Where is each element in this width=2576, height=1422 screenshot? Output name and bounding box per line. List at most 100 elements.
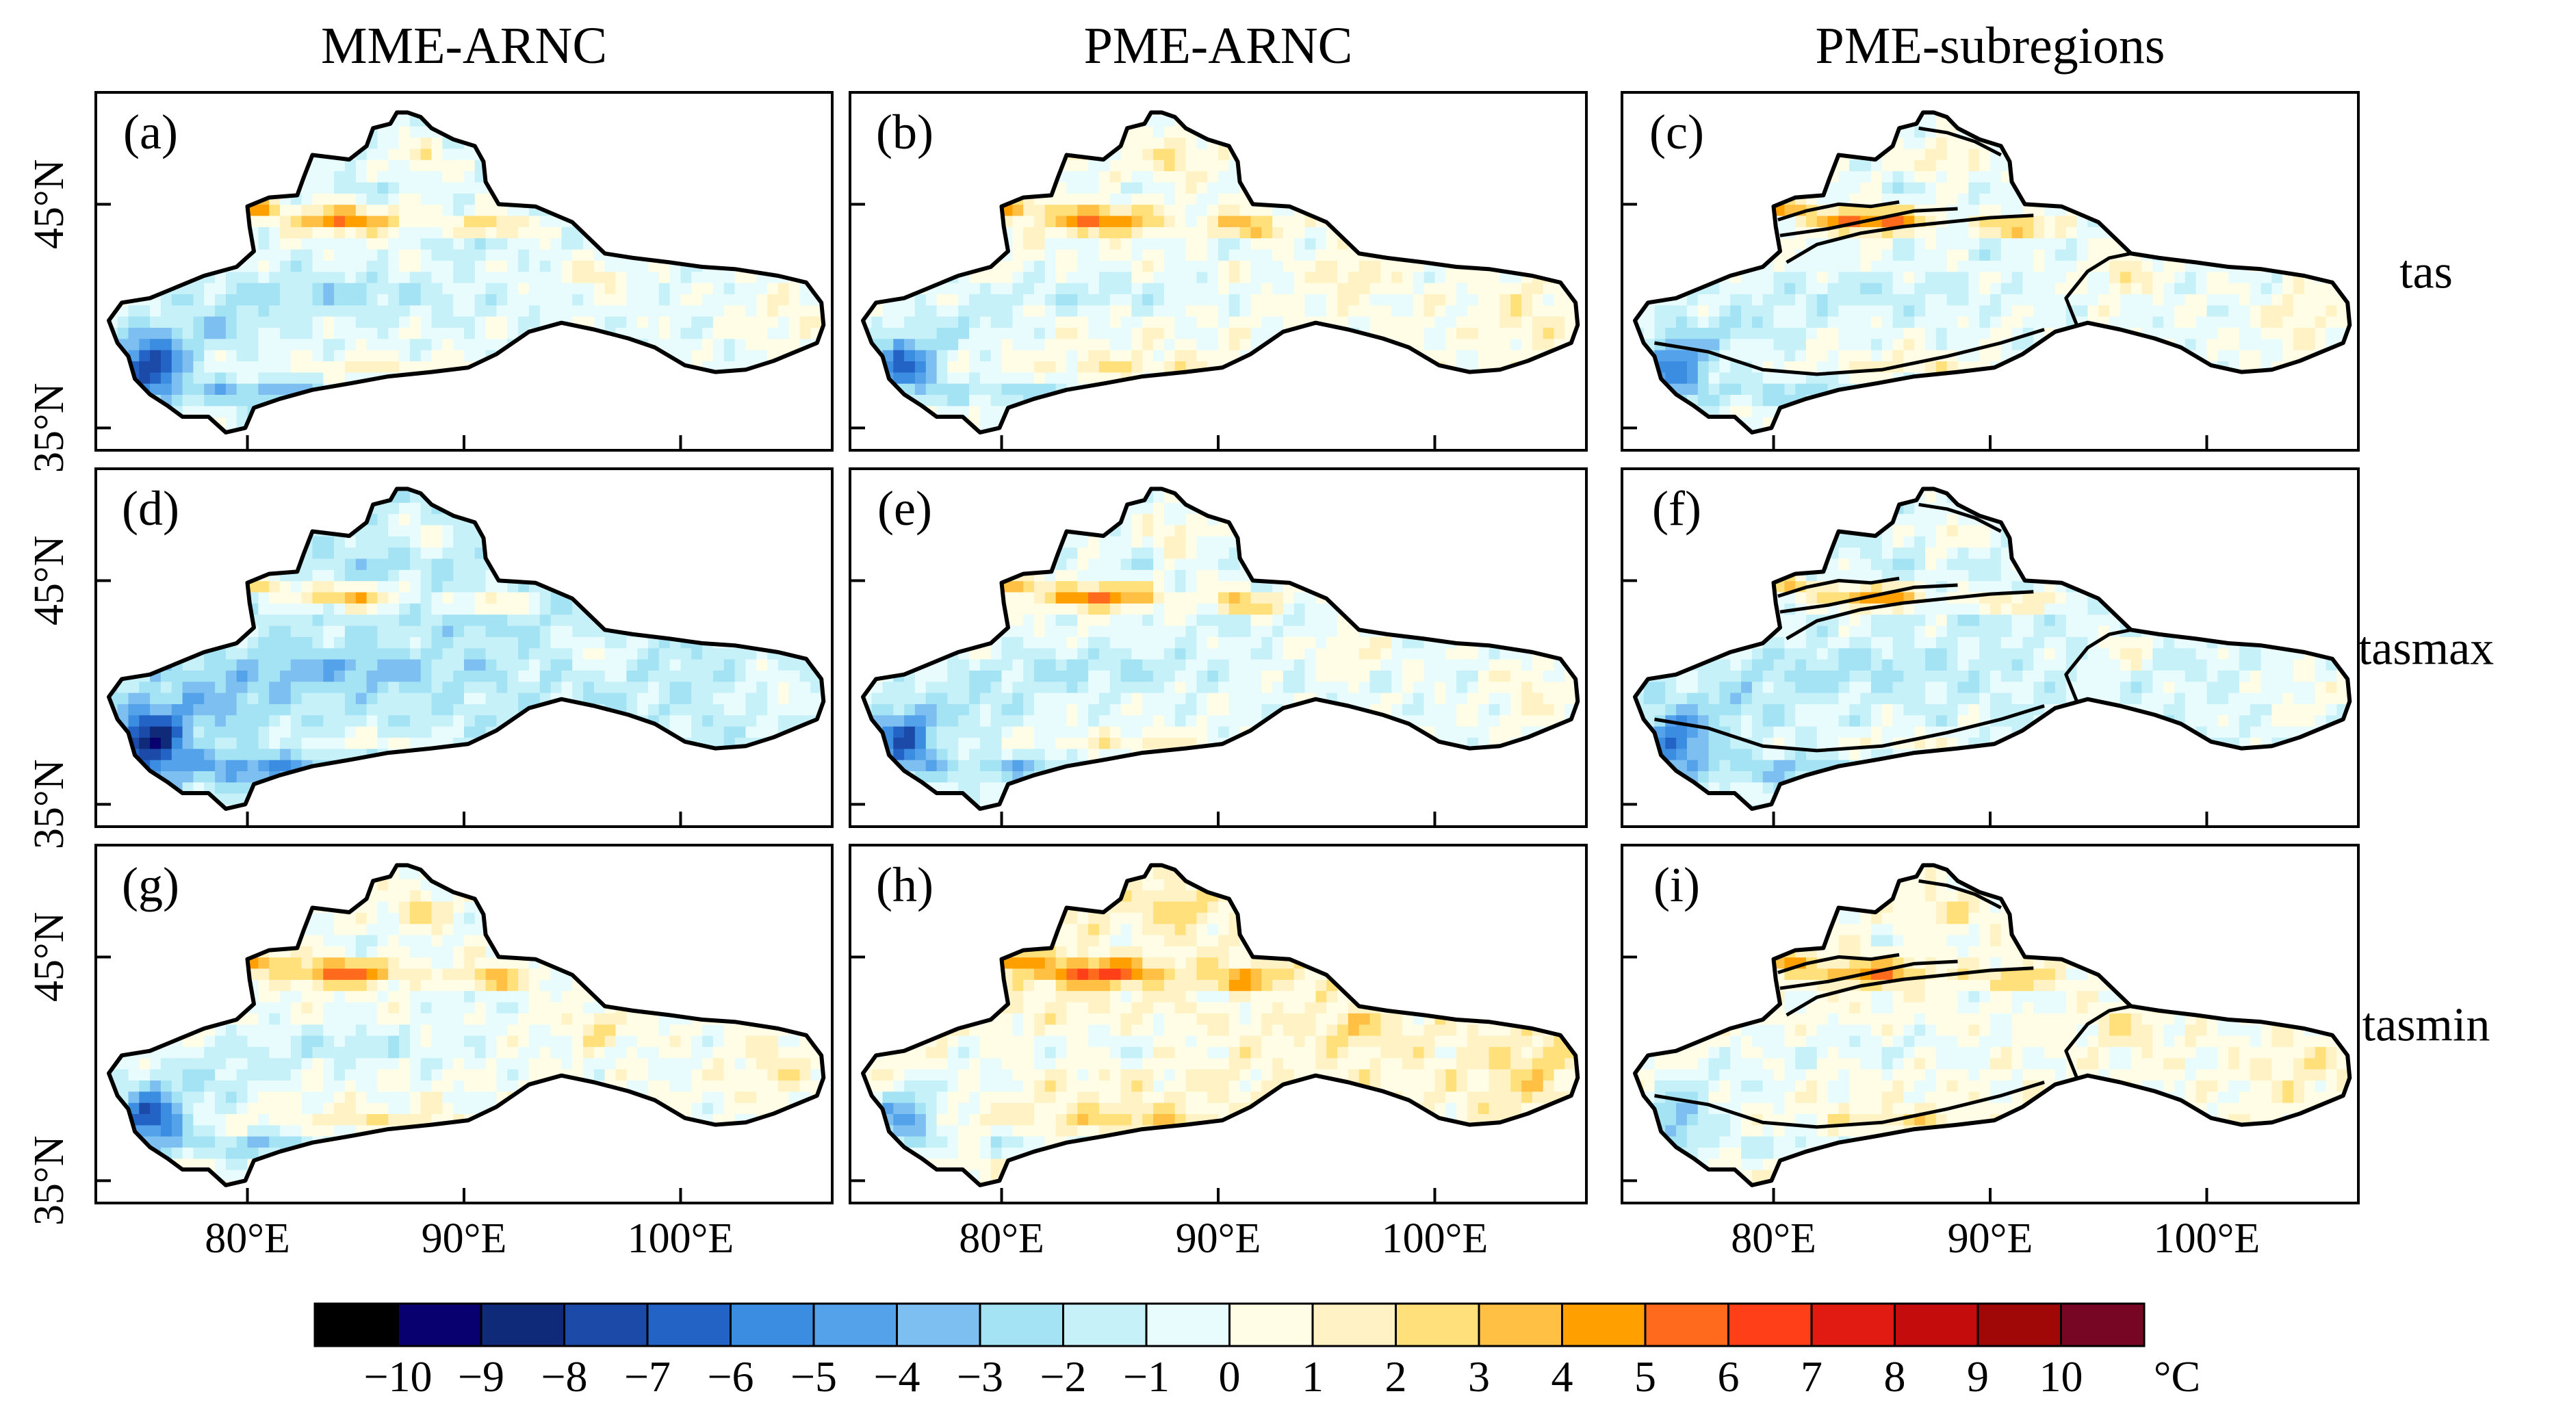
- heatmap-cell: [1424, 112, 1436, 116]
- heatmap-cell: [355, 204, 368, 216]
- heatmap-cell: [604, 227, 617, 239]
- heatmap-cell: [453, 204, 465, 216]
- heatmap-cell: [1838, 417, 1851, 429]
- heatmap-cell: [334, 294, 346, 306]
- heatmap-cell: [1510, 181, 1522, 194]
- heatmap-cell: [626, 315, 638, 328]
- heatmap-cell: [1762, 372, 1775, 384]
- heatmap-cell: [225, 417, 237, 429]
- heatmap-cell: [334, 305, 346, 317]
- heatmap-cell: [1380, 417, 1392, 429]
- heatmap-cell: [1719, 315, 1731, 328]
- heatmap-cell: [139, 92, 151, 104]
- heatmap-cell: [925, 349, 938, 361]
- heatmap-cell: [1751, 327, 1764, 339]
- heatmap-cell: [979, 148, 992, 160]
- heatmap-cell: [388, 394, 400, 406]
- heatmap-cell: [1250, 126, 1263, 138]
- heatmap-cell: [171, 372, 183, 384]
- heatmap-cell: [979, 126, 992, 138]
- heatmap-cell: [539, 159, 552, 172]
- heatmap-cell: [1456, 215, 1468, 227]
- heatmap-cell: [507, 349, 519, 361]
- heatmap-cell: [1077, 112, 1089, 116]
- heatmap-cell: [593, 204, 606, 216]
- heatmap-cell: [1120, 260, 1133, 272]
- heatmap-cell: [236, 383, 248, 395]
- heatmap-cell: [1741, 181, 1753, 194]
- heatmap-cell: [1892, 405, 1905, 417]
- heatmap-cell: [904, 159, 916, 172]
- heatmap-cell: [626, 260, 638, 272]
- heatmap-cell: [453, 327, 465, 339]
- heatmap-cell: [225, 112, 237, 116]
- heatmap-cell: [431, 227, 443, 239]
- heatmap-cell: [301, 215, 313, 227]
- heatmap-cell: [355, 405, 368, 417]
- heatmap-cell: [290, 271, 302, 283]
- heatmap-cell: [409, 260, 422, 272]
- heatmap-cell: [1903, 112, 1915, 116]
- heatmap-cell: [604, 315, 617, 328]
- heatmap-cell: [1827, 181, 1840, 194]
- heatmap-cell: [1413, 405, 1425, 417]
- heatmap-cell: [128, 338, 140, 350]
- heatmap-cell: [323, 305, 335, 317]
- heatmap-cell: [1870, 305, 1883, 317]
- heatmap-cell: [193, 237, 205, 250]
- heatmap-cell: [1391, 114, 1403, 127]
- heatmap-cell: [442, 338, 454, 350]
- heatmap-cell: [171, 338, 183, 350]
- heatmap-cell: [1326, 92, 1338, 104]
- heatmap-cell: [958, 159, 970, 172]
- heatmap-cell: [529, 92, 541, 104]
- heatmap-cell: [1521, 193, 1533, 205]
- heatmap-cell: [1564, 248, 1576, 261]
- heatmap-cell: [117, 428, 129, 432]
- heatmap-cell: [1163, 271, 1176, 283]
- heatmap-cell: [1521, 405, 1533, 417]
- heatmap-cell: [1795, 148, 1807, 160]
- heatmap-cell: [399, 126, 411, 138]
- heatmap-cell: [648, 282, 660, 294]
- heatmap-cell: [1131, 417, 1143, 429]
- heatmap-cell: [1326, 248, 1338, 261]
- heatmap-cell: [680, 126, 693, 138]
- heatmap-cell: [550, 126, 563, 138]
- heatmap-cell: [893, 338, 905, 350]
- heatmap-cell: [1348, 204, 1360, 216]
- heatmap-cell: [1751, 159, 1764, 172]
- heatmap-cell: [1044, 148, 1057, 160]
- heatmap-cell: [1489, 383, 1501, 395]
- heatmap-cell: [301, 204, 313, 216]
- heatmap-cell: [1456, 137, 1468, 149]
- heatmap-cell: [583, 114, 595, 127]
- heatmap-cell: [1510, 338, 1522, 350]
- heatmap-cell: [225, 148, 237, 160]
- heatmap-cell: [1424, 417, 1436, 429]
- heatmap-cell: [712, 428, 725, 432]
- heatmap-cell: [658, 405, 671, 417]
- row-label: tasmax: [2358, 623, 2494, 675]
- heatmap-cell: [1391, 237, 1403, 250]
- heatmap-cell: [1543, 148, 1555, 160]
- heatmap-cell: [399, 114, 411, 127]
- heatmap-cell: [1174, 271, 1187, 283]
- heatmap-cell: [958, 282, 970, 294]
- heatmap-cell: [1903, 349, 1915, 361]
- heatmap-cell: [344, 170, 357, 183]
- heatmap-cell: [893, 405, 905, 417]
- heatmap-cell: [442, 170, 454, 183]
- heatmap-cell: [344, 338, 357, 350]
- heatmap-cell: [1730, 372, 1742, 384]
- heatmap-cell: [914, 193, 927, 205]
- heatmap-cell: [550, 361, 563, 373]
- heatmap-cell: [1676, 215, 1688, 227]
- heatmap-cell: [258, 248, 270, 261]
- heatmap-cell: [182, 204, 194, 216]
- heatmap-cell: [1402, 361, 1414, 373]
- heatmap-cell: [658, 215, 671, 227]
- heatmap-cell: [518, 92, 530, 104]
- heatmap-cell: [366, 181, 378, 194]
- heatmap-cell: [182, 305, 194, 317]
